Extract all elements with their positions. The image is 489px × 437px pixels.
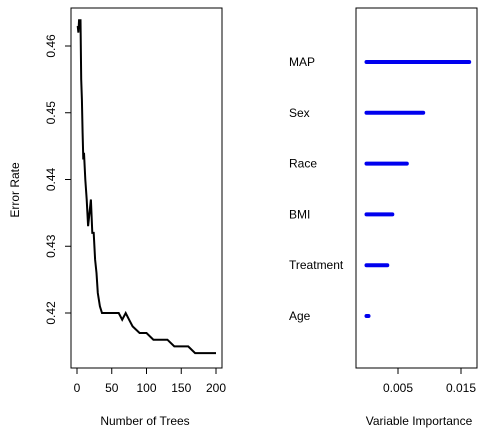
importance-label-bmi: BMI (289, 207, 310, 221)
error-rate-line (76, 19, 216, 355)
importance-category-labels: MAP Sex Race BMI Treatment Age (289, 55, 344, 323)
error-y-axis: 0.42 0.43 0.44 0.45 0.46 (44, 34, 71, 325)
error-y-tick-label: 0.42 (44, 301, 58, 325)
importance-x-tick-label: 0.015 (446, 381, 476, 395)
importance-label-treatment: Treatment (289, 258, 344, 272)
importance-plot-frame (355, 7, 478, 369)
error-x-tick-label: 100 (136, 381, 156, 395)
error-x-axis: 0 50 100 150 200 (74, 368, 226, 395)
error-x-tick-label: 150 (171, 381, 191, 395)
importance-label-sex: Sex (289, 106, 310, 120)
error-y-tick-label: 0.43 (44, 234, 58, 258)
error-x-axis-label: Number of Trees (100, 414, 189, 428)
error-y-tick-label: 0.46 (44, 34, 58, 58)
importance-label-map: MAP (289, 55, 315, 69)
error-y-tick-label: 0.45 (44, 101, 58, 125)
importance-label-race: Race (289, 157, 317, 171)
importance-x-axis: 0.005 0.015 (383, 368, 476, 395)
importance-bars (364, 60, 472, 318)
importance-x-tick-label: 0.005 (383, 381, 413, 395)
importance-label-age: Age (289, 309, 311, 323)
error-y-tick-label: 0.44 (44, 167, 58, 191)
error-x-tick-label: 50 (105, 381, 119, 395)
error-x-tick-label: 0 (74, 381, 81, 395)
importance-x-axis-label: Variable Importance (366, 414, 473, 428)
error-x-tick-label: 200 (206, 381, 226, 395)
error-plot-frame (70, 7, 223, 369)
error-y-axis-label: Error Rate (8, 162, 22, 218)
